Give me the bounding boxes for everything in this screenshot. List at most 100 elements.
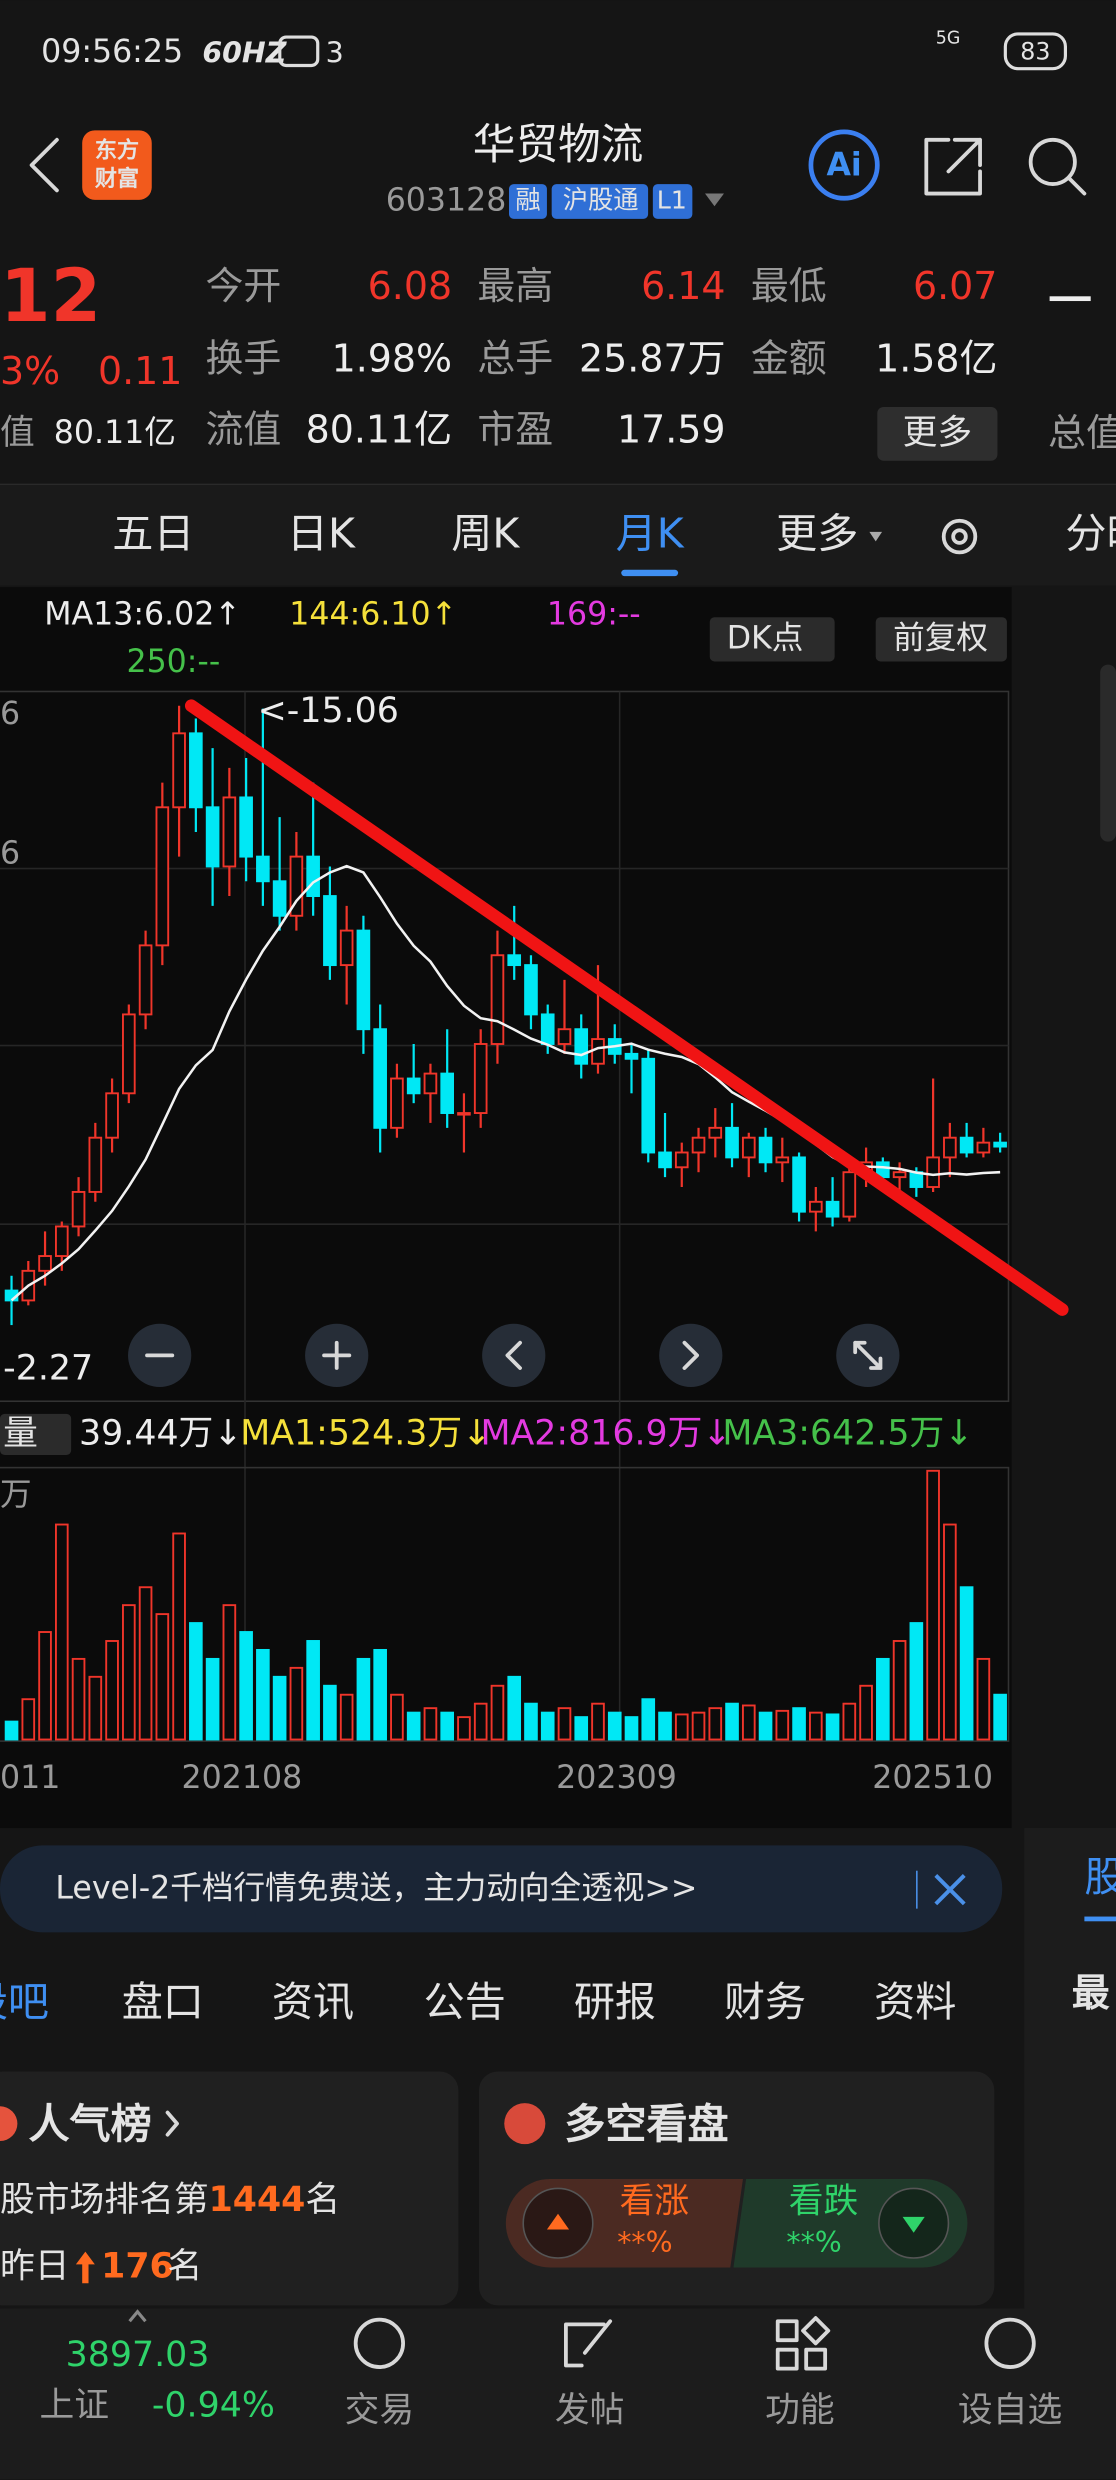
field-value: 1.58亿 bbox=[875, 337, 997, 381]
nav-labels: 交易 发帖 功能 设自选 bbox=[345, 2390, 1063, 2430]
volume-bar bbox=[825, 1713, 840, 1741]
volume-bar bbox=[122, 1604, 136, 1741]
nav-label[interactable]: 设自选 bbox=[958, 2390, 1062, 2430]
field-label: 换手 bbox=[205, 337, 281, 381]
candle-body bbox=[658, 1151, 672, 1169]
tag: L1 bbox=[657, 185, 687, 214]
tab[interactable]: 周K bbox=[451, 510, 520, 558]
candle-body bbox=[272, 880, 287, 917]
dropdown[interactable] bbox=[705, 193, 724, 207]
ai-button[interactable] bbox=[808, 129, 880, 201]
up-icon bbox=[546, 2213, 570, 2230]
bottom-nav bbox=[0, 2308, 1116, 2480]
logo[interactable] bbox=[82, 130, 152, 200]
banner-close[interactable] bbox=[934, 1874, 966, 1906]
tab[interactable]: 分时 bbox=[1065, 510, 1116, 558]
field-value: 1.98% bbox=[332, 337, 452, 381]
tag-bg bbox=[551, 184, 649, 219]
pan-left[interactable] bbox=[482, 1323, 546, 1388]
candle-body bbox=[205, 806, 220, 868]
banner[interactable] bbox=[0, 1845, 1003, 1933]
nav-label[interactable]: 功能 bbox=[765, 2390, 835, 2430]
candle-body bbox=[440, 1072, 455, 1114]
tab[interactable]: 月K bbox=[616, 510, 685, 558]
tab[interactable]: 更多 bbox=[776, 510, 858, 558]
volume-bar bbox=[356, 1657, 371, 1741]
trade-icon[interactable] bbox=[353, 2317, 405, 2369]
adjust-button[interactable] bbox=[875, 617, 1007, 662]
icon bbox=[682, 1340, 700, 1370]
sub-tab[interactable]: 资讯 bbox=[272, 1978, 354, 2026]
more-button[interactable] bbox=[877, 406, 998, 461]
volume-unit: 万 bbox=[0, 1477, 32, 1513]
volume-current: 39.44万↓ bbox=[79, 1413, 242, 1453]
dk-button[interactable] bbox=[709, 617, 835, 662]
back-button[interactable] bbox=[29, 137, 59, 193]
volume-bar bbox=[172, 1532, 186, 1741]
ma13: MA13:6.02↑ bbox=[44, 597, 241, 633]
field-label: 金额 bbox=[751, 337, 827, 381]
tag-bg bbox=[652, 184, 693, 219]
share-button[interactable] bbox=[924, 137, 982, 196]
volume-label: 量 bbox=[3, 1413, 38, 1453]
ma144: 144:6.10↑ bbox=[289, 597, 457, 633]
sub-tab[interactable]: 公告 bbox=[424, 1978, 506, 2026]
y-label: 6 bbox=[0, 696, 20, 732]
volume-bar bbox=[88, 1675, 103, 1741]
sub-tab[interactable]: 盘口 bbox=[122, 1978, 204, 2026]
tab[interactable]: 五日 bbox=[112, 510, 194, 558]
candle-body bbox=[993, 1141, 1007, 1148]
settings-button[interactable] bbox=[941, 518, 978, 555]
volume-bar bbox=[373, 1648, 387, 1741]
volume-bar bbox=[306, 1640, 320, 1741]
rank-change: 176 bbox=[101, 2246, 174, 2286]
function-icon[interactable] bbox=[775, 2316, 831, 2371]
volume-bar bbox=[926, 1469, 940, 1741]
nav-label[interactable]: 交易 bbox=[345, 2390, 415, 2430]
field-label: 最高 bbox=[477, 264, 553, 308]
candle-body bbox=[540, 1013, 555, 1045]
icon bbox=[505, 1340, 522, 1370]
volume-bar bbox=[876, 1657, 890, 1741]
min-label: -2.27 bbox=[3, 1349, 93, 1389]
watch-icon[interactable] bbox=[984, 2317, 1036, 2369]
cap-value: 80.11亿 bbox=[54, 415, 176, 451]
field-label: 流值 bbox=[205, 408, 281, 452]
sub-tab[interactable]: 财务 bbox=[724, 1978, 806, 2026]
volume-selector[interactable] bbox=[0, 1413, 72, 1455]
post-icon[interactable] bbox=[564, 2319, 613, 2368]
candle-body bbox=[457, 1112, 471, 1116]
volume-bar bbox=[54, 1523, 69, 1741]
tag-bg bbox=[508, 184, 547, 219]
volume-bar bbox=[792, 1707, 806, 1741]
tag: 融 bbox=[515, 185, 540, 214]
sub-tab[interactable]: 资料 bbox=[874, 1978, 956, 2026]
index-value[interactable]: 3897.03 bbox=[66, 2335, 210, 2375]
nav-label[interactable]: 发帖 bbox=[555, 2390, 625, 2430]
expand[interactable] bbox=[128, 2309, 147, 2323]
volume-bar bbox=[859, 1684, 873, 1741]
card-icon bbox=[0, 2106, 18, 2142]
popularity-title: 人气榜 bbox=[28, 2100, 151, 2148]
ai-label: Ai bbox=[826, 148, 861, 184]
battery-frame bbox=[1003, 32, 1067, 71]
logo-text: 财富 bbox=[95, 166, 139, 192]
tab[interactable]: 日K bbox=[287, 510, 356, 558]
pan-right[interactable] bbox=[659, 1323, 723, 1388]
search-button[interactable] bbox=[1028, 137, 1077, 186]
quote-fields: 今开 6.08 最高 6.14 最低 6.07 换手 1.98% 总手 25.87万 金额 1.58亿… bbox=[205, 264, 997, 452]
sub-tab[interactable]: 股吧 bbox=[0, 1978, 49, 2026]
sub-tab[interactable]: 研报 bbox=[574, 1978, 656, 2026]
notif-count: 3 bbox=[326, 36, 344, 69]
stock-name: 华贸物流 bbox=[473, 120, 644, 170]
icon bbox=[322, 1340, 352, 1370]
popularity-card[interactable] bbox=[0, 2071, 459, 2306]
candle-body bbox=[138, 944, 153, 1016]
volume-bar bbox=[943, 1523, 957, 1741]
up-arrow bbox=[75, 2251, 95, 2284]
volume-bar bbox=[189, 1622, 203, 1741]
volume-bar bbox=[758, 1711, 773, 1741]
dash bbox=[1049, 296, 1091, 302]
logo-text: 东方 bbox=[95, 137, 139, 163]
